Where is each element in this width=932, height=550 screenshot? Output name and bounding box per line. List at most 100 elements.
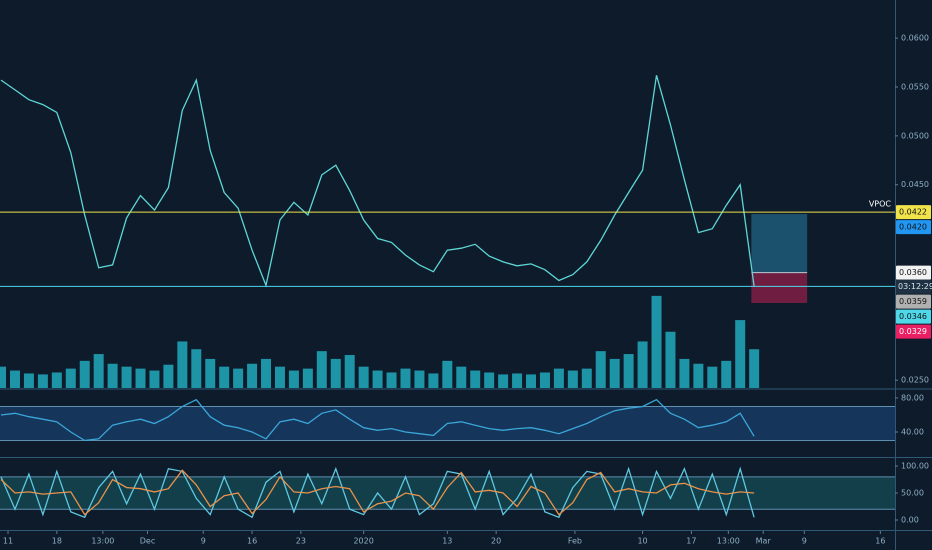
volume-bar	[651, 295, 662, 388]
x-tick-label: 2020	[353, 537, 373, 546]
y-tick-label: 50.00	[901, 489, 924, 498]
volume-bar	[526, 374, 537, 388]
volume-bar	[512, 373, 523, 388]
volume-bar	[707, 366, 718, 388]
volume-bar	[51, 372, 62, 388]
volume-bar	[344, 355, 355, 388]
y-tick-label: 0.0500	[901, 131, 929, 140]
price-tag	[896, 265, 931, 280]
x-tick-label: Mar	[756, 537, 772, 546]
volume-bar	[288, 370, 299, 388]
volume-bar	[400, 368, 411, 388]
price-tag-label: 0.0346	[899, 312, 927, 321]
y-tick-label: 0.0450	[901, 180, 929, 189]
volume-bar	[623, 354, 634, 388]
volume-bar	[749, 349, 760, 388]
y-tick-label: 0.00	[901, 516, 919, 525]
volume-bar	[316, 351, 327, 388]
price-tag-label: 0.0360	[899, 268, 927, 277]
price-tag	[896, 220, 931, 235]
x-tick-label: 9	[201, 537, 206, 546]
price-tag-label: 0.0359	[899, 297, 927, 306]
y-tick-label: 0.0250	[901, 376, 929, 385]
volume-bar	[219, 366, 230, 388]
volume-bar	[274, 366, 285, 388]
stoch-line	[0, 466, 755, 519]
volume-bar	[442, 360, 453, 388]
volume-bar	[693, 363, 704, 388]
volume-bar	[498, 374, 509, 388]
volume-bar	[93, 354, 104, 388]
x-tick-label: 9	[802, 537, 807, 546]
volume-bar	[679, 358, 690, 388]
volume-bar	[456, 366, 467, 388]
x-tick-label: 13:00	[91, 537, 114, 546]
band-fill	[0, 476, 895, 510]
price-tag-label: 0.0329	[899, 327, 927, 336]
volume-bar	[163, 364, 174, 388]
countdown-tag	[896, 279, 931, 294]
x-tick-label: Feb	[568, 537, 582, 546]
volume-bar	[233, 368, 244, 388]
volume-bar	[37, 374, 48, 388]
x-tick-label: 18	[52, 537, 62, 546]
volume-bar	[414, 370, 425, 388]
x-tick-label: 11	[3, 537, 13, 546]
y-tick-label: 40.00	[901, 428, 924, 437]
price-line	[0, 398, 755, 442]
volume-bar	[9, 370, 20, 388]
volume-bar	[0, 366, 7, 388]
price-tag	[896, 324, 931, 339]
volume-bar	[595, 351, 606, 388]
stoch-line	[0, 469, 755, 516]
x-tick-label: 13:00	[717, 537, 740, 546]
price-tag	[896, 294, 931, 309]
level-name: VPOC	[869, 200, 892, 209]
volume-bar	[121, 366, 132, 388]
x-tick-label: 23	[296, 537, 306, 546]
y-tick-label: 0.0550	[901, 82, 929, 91]
volume-bar	[470, 370, 481, 388]
volume-bar	[428, 373, 439, 388]
volume-bar	[302, 368, 313, 388]
price-tag-label: 0.0420	[899, 223, 927, 232]
position-stop	[751, 272, 808, 303]
volume-bar	[721, 360, 732, 388]
volume-bar	[23, 373, 34, 388]
volume-bar	[191, 349, 202, 388]
volume-bar	[177, 341, 188, 388]
volume-bar	[539, 372, 550, 388]
x-tick-label: 13	[442, 537, 452, 546]
volume-bar	[261, 358, 272, 388]
volume-bar	[149, 370, 160, 388]
position-target	[751, 214, 808, 273]
volume-bar	[135, 368, 146, 388]
price-tag-label: 0.0422	[899, 208, 927, 217]
y-tick-label: 80.00	[901, 393, 924, 402]
x-tick-label: 17	[686, 537, 696, 546]
x-tick-label: 16	[247, 537, 257, 546]
volume-bar	[609, 358, 620, 388]
x-tick-label: 16	[875, 537, 885, 546]
volume-bar	[205, 358, 216, 388]
volume-bar	[358, 366, 369, 388]
volume-bar	[665, 331, 676, 388]
volume-bar	[581, 368, 592, 388]
volume-bar	[107, 363, 118, 388]
price-line	[0, 75, 755, 288]
y-tick-label: 100.00	[901, 462, 929, 471]
volume-bar	[484, 372, 495, 388]
countdown-label: 03:12:29	[898, 282, 932, 291]
price-tag	[896, 205, 931, 220]
volume-bar	[735, 320, 746, 388]
price-tag	[896, 309, 931, 324]
x-tick-label: 20	[491, 537, 501, 546]
volume-bar	[330, 358, 341, 388]
x-tick-label: Dec	[140, 537, 155, 546]
volume-bar	[247, 363, 258, 388]
volume-bar	[553, 368, 564, 388]
volume-bar	[65, 368, 76, 388]
volume-bar	[79, 360, 90, 388]
